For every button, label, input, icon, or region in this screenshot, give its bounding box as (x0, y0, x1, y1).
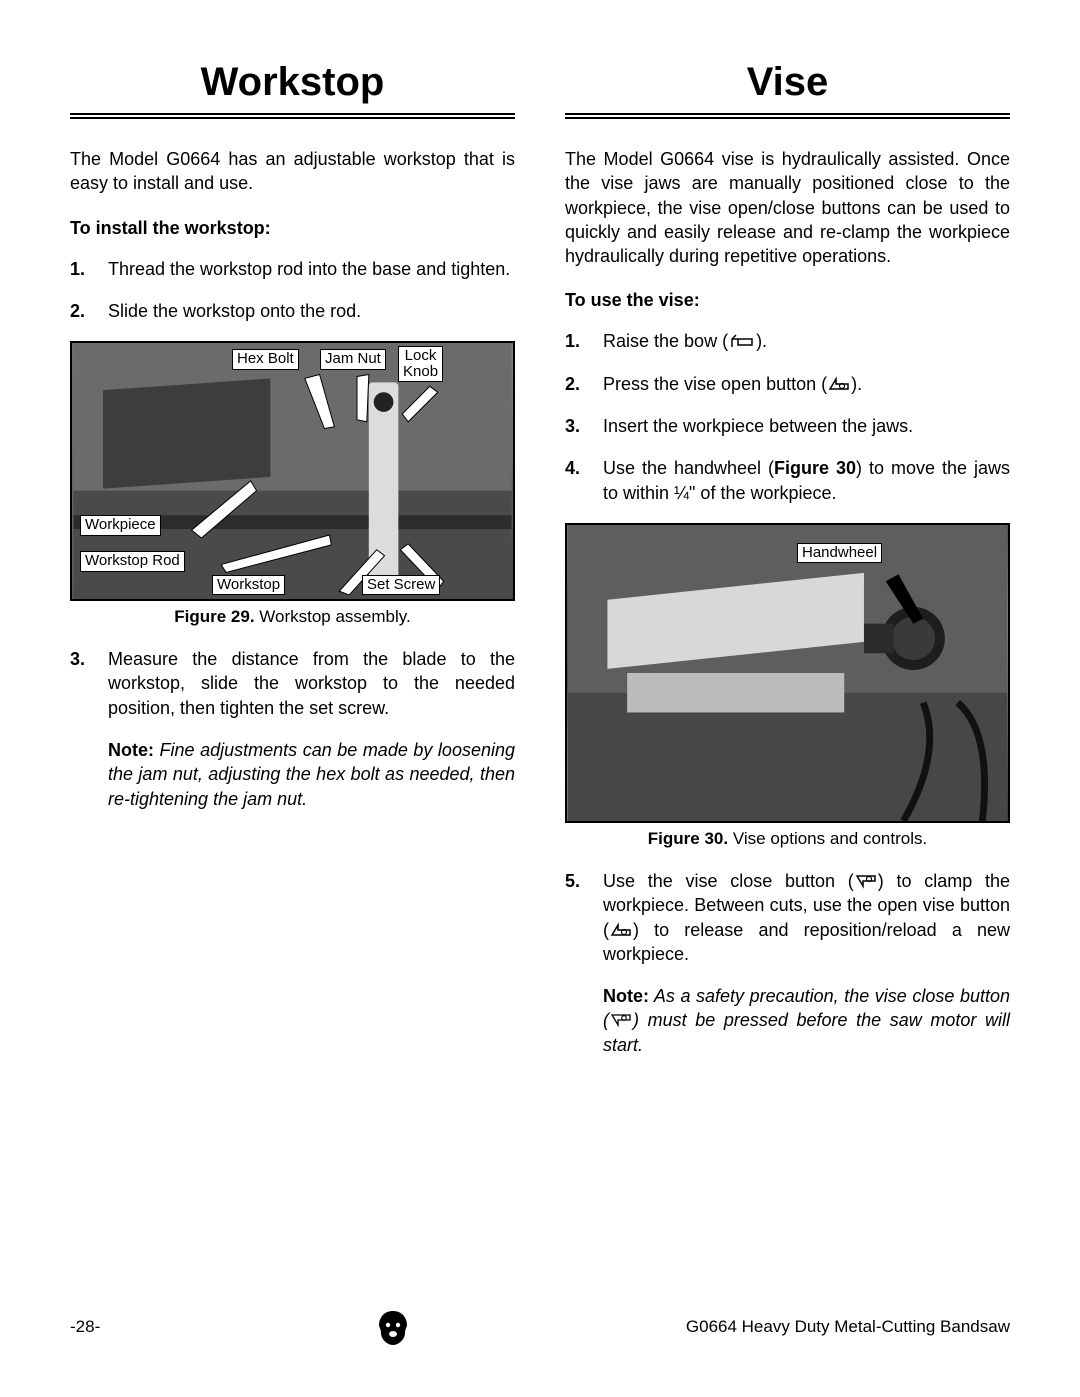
page-footer: -28- G0664 Heavy Duty Metal-Cutting Band… (70, 1307, 1010, 1347)
workstop-steps-1-2: Thread the workstop rod into the base an… (70, 257, 515, 324)
note-lead: Note: (108, 740, 154, 760)
vise-step-1: Raise the bow (). (565, 329, 1010, 353)
vise-open-icon (609, 922, 633, 938)
step-2: Slide the workstop onto the rod. (70, 299, 515, 323)
heading-rule-right (565, 113, 1010, 119)
vise-note-lead: Note: (603, 986, 649, 1006)
right-column: Vise The Model G0664 vise is hydraulical… (565, 60, 1010, 1075)
bow-up-icon (728, 333, 756, 349)
vise-intro: The Model G0664 vise is hydraulically as… (565, 147, 1010, 268)
vise-close-icon (609, 1012, 633, 1028)
figure-30-caption-rest: Vise options and controls. (728, 829, 927, 848)
figure-30-wrap: Handwheel Figure 30. Vise options and co… (565, 523, 1010, 849)
label-workpiece: Workpiece (80, 515, 161, 536)
figure-29-caption-bold: Figure 29. (174, 607, 254, 626)
figure-30-svg (567, 525, 1008, 821)
brand-logo-icon (373, 1307, 413, 1347)
vise-step-5-list: Use the vise close button () to clamp th… (565, 869, 1010, 966)
vise-step-3: Insert the workpiece between the jaws. (565, 414, 1010, 438)
figure-30-image: Handwheel (565, 523, 1010, 823)
heading-rule (70, 113, 515, 119)
vise-open-icon (827, 376, 851, 392)
vise-steps: Raise the bow (). Press the vise open bu… (565, 329, 1010, 504)
figure-29-wrap: Hex Bolt Jam Nut LockKnob Workpiece Work… (70, 341, 515, 627)
workstop-intro: The Model G0664 has an adjustable workst… (70, 147, 515, 196)
vise-step-4: Use the handwheel (Figure 30) to move th… (565, 456, 1010, 505)
note-body: Fine adjustments can be made by loosenin… (108, 740, 515, 809)
step-1: Thread the workstop rod into the base an… (70, 257, 515, 281)
figure-29-caption: Figure 29. Workstop assembly. (70, 607, 515, 627)
vise-step-2: Press the vise open button (). (565, 372, 1010, 396)
workstop-note: Note: Fine adjustments can be made by lo… (70, 738, 515, 811)
label-set-screw: Set Screw (362, 575, 440, 596)
vise-note: Note: As a safety precaution, the vise c… (565, 984, 1010, 1057)
label-jam-nut: Jam Nut (320, 349, 386, 370)
vise-heading: Vise (565, 60, 1010, 105)
figure-29-image: Hex Bolt Jam Nut LockKnob Workpiece Work… (70, 341, 515, 601)
step-3: Measure the distance from the blade to t… (70, 647, 515, 720)
vise-close-icon (854, 873, 878, 889)
figure-30-caption-bold: Figure 30. (648, 829, 728, 848)
label-workstop-rod: Workstop Rod (80, 551, 185, 572)
vise-note-body-b: ) must be pressed before the saw motor w… (603, 1010, 1010, 1054)
label-lock-knob: LockKnob (398, 346, 443, 382)
figure-30-caption: Figure 30. Vise options and controls. (565, 829, 1010, 849)
doc-title: G0664 Heavy Duty Metal-Cutting Bandsaw (686, 1317, 1010, 1337)
figure-29-caption-rest: Workstop assembly. (255, 607, 411, 626)
workstop-step-3-list: Measure the distance from the blade to t… (70, 647, 515, 720)
label-hex-bolt: Hex Bolt (232, 349, 299, 370)
workstop-heading: Workstop (70, 60, 515, 105)
page-number: -28- (70, 1317, 100, 1337)
left-column: Workstop The Model G0664 has an adjustab… (70, 60, 515, 1075)
workstop-subhead: To install the workstop: (70, 218, 515, 239)
label-handwheel: Handwheel (797, 543, 882, 564)
vise-subhead: To use the vise: (565, 290, 1010, 311)
vise-step-5: Use the vise close button () to clamp th… (565, 869, 1010, 966)
label-workstop: Workstop (212, 575, 285, 596)
